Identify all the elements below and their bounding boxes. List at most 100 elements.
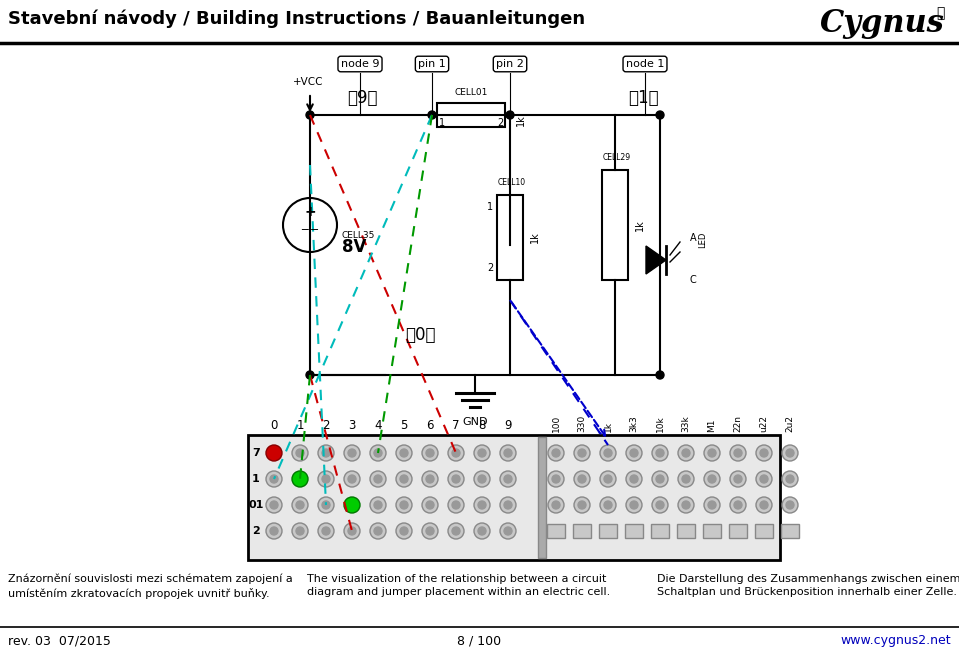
Circle shape: [578, 449, 586, 457]
Bar: [248, 435, 780, 560]
Text: Stavební návody / Building Instructions / Bauanleitungen: Stavební návody / Building Instructions …: [8, 10, 585, 28]
Bar: [677, 524, 695, 538]
Circle shape: [322, 475, 330, 483]
Circle shape: [428, 111, 436, 119]
Circle shape: [478, 449, 486, 457]
Circle shape: [400, 449, 408, 457]
Circle shape: [500, 445, 516, 461]
Text: 5: 5: [400, 419, 408, 432]
Text: C: C: [690, 275, 697, 285]
Circle shape: [604, 449, 612, 457]
Circle shape: [786, 501, 794, 509]
Text: ─ ─: ─ ─: [301, 225, 318, 235]
Circle shape: [448, 471, 464, 487]
Circle shape: [478, 527, 486, 535]
Circle shape: [478, 475, 486, 483]
Bar: [437, 103, 505, 127]
Circle shape: [374, 475, 382, 483]
Text: 7: 7: [252, 448, 260, 458]
Circle shape: [574, 445, 590, 461]
Circle shape: [682, 501, 690, 509]
Text: 1k: 1k: [516, 114, 526, 126]
Circle shape: [292, 497, 308, 513]
Text: A: A: [690, 233, 696, 243]
Circle shape: [682, 475, 690, 483]
Circle shape: [600, 497, 616, 513]
Circle shape: [604, 475, 612, 483]
Text: GND: GND: [462, 417, 488, 427]
Circle shape: [600, 471, 616, 487]
Circle shape: [474, 471, 490, 487]
Circle shape: [474, 523, 490, 539]
Text: LED: LED: [698, 232, 707, 248]
Circle shape: [370, 471, 386, 487]
Circle shape: [452, 501, 460, 509]
Circle shape: [322, 449, 330, 457]
Circle shape: [426, 475, 434, 483]
Circle shape: [786, 475, 794, 483]
Circle shape: [270, 527, 278, 535]
Circle shape: [552, 501, 560, 509]
Text: rev. 03  07/2015: rev. 03 07/2015: [8, 634, 111, 647]
Circle shape: [500, 471, 516, 487]
Text: The visualization of the relationship between a circuit
diagram and jumper place: The visualization of the relationship be…: [307, 574, 610, 597]
Circle shape: [478, 501, 486, 509]
Circle shape: [504, 501, 512, 509]
Text: M1: M1: [708, 418, 716, 432]
Text: 01: 01: [248, 500, 264, 510]
Circle shape: [374, 449, 382, 457]
Text: 2: 2: [252, 526, 260, 536]
Circle shape: [370, 445, 386, 461]
Circle shape: [344, 497, 360, 513]
Circle shape: [344, 471, 360, 487]
Circle shape: [678, 445, 694, 461]
Text: Znázornění souvislosti mezi schématem zapojení a
umístěním zkratovacích propojek: Znázornění souvislosti mezi schématem za…: [8, 574, 292, 599]
Circle shape: [370, 523, 386, 539]
Circle shape: [604, 501, 612, 509]
Circle shape: [626, 471, 642, 487]
Circle shape: [500, 523, 516, 539]
Circle shape: [630, 449, 638, 457]
Circle shape: [552, 475, 560, 483]
Circle shape: [760, 501, 768, 509]
Circle shape: [656, 371, 664, 379]
Circle shape: [730, 471, 746, 487]
Circle shape: [400, 475, 408, 483]
Circle shape: [318, 497, 334, 513]
Circle shape: [318, 523, 334, 539]
Circle shape: [306, 371, 314, 379]
Circle shape: [704, 471, 720, 487]
Circle shape: [344, 445, 360, 461]
Text: 1: 1: [296, 419, 304, 432]
Text: 1: 1: [252, 474, 260, 484]
Text: 8: 8: [479, 419, 485, 432]
Text: 〈9〉: 〈9〉: [347, 89, 377, 107]
Circle shape: [756, 445, 772, 461]
Text: 〈1〉: 〈1〉: [628, 89, 658, 107]
Bar: [602, 170, 628, 280]
Circle shape: [474, 445, 490, 461]
Circle shape: [574, 497, 590, 513]
Text: +: +: [304, 205, 316, 219]
Circle shape: [730, 497, 746, 513]
Circle shape: [344, 523, 360, 539]
Circle shape: [506, 111, 514, 119]
Circle shape: [656, 501, 664, 509]
Circle shape: [504, 449, 512, 457]
Circle shape: [626, 497, 642, 513]
Bar: [651, 524, 669, 538]
Text: 2: 2: [497, 118, 503, 128]
Text: 1k: 1k: [530, 232, 540, 244]
Bar: [547, 524, 565, 538]
Circle shape: [704, 445, 720, 461]
Circle shape: [578, 501, 586, 509]
Text: Die Darstellung des Zusammenhangs zwischen einem
Schaltplan und Brückenposition : Die Darstellung des Zusammenhangs zwisch…: [657, 574, 959, 597]
Text: 10k: 10k: [656, 415, 665, 432]
Circle shape: [548, 471, 564, 487]
Circle shape: [552, 449, 560, 457]
Text: 33k: 33k: [682, 415, 690, 432]
Text: 7: 7: [453, 419, 459, 432]
Text: CELL35: CELL35: [342, 230, 375, 240]
Bar: [755, 524, 773, 538]
Circle shape: [374, 527, 382, 535]
